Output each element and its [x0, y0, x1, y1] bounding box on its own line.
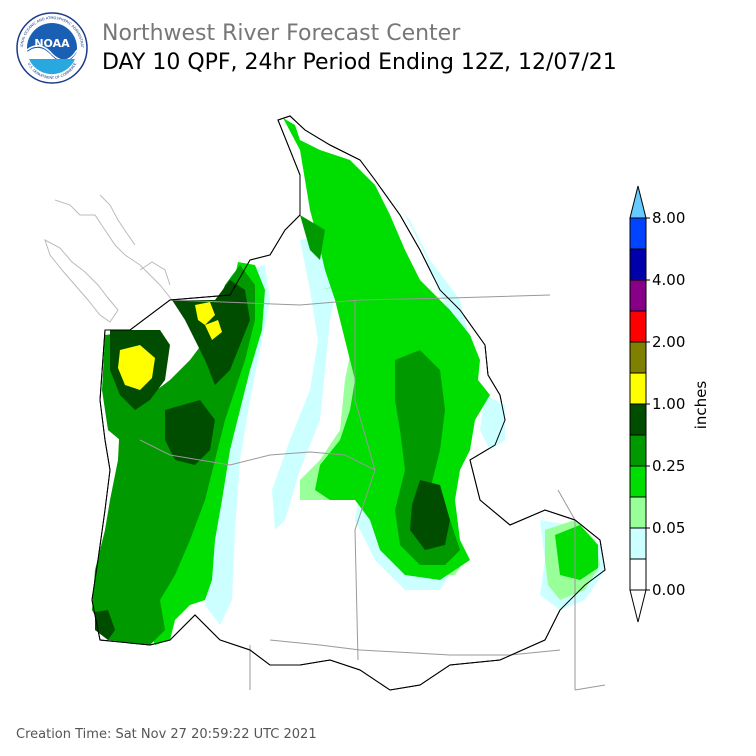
legend-swatch-0.50: [629, 434, 647, 467]
state-borders: [139, 294, 606, 691]
legend-swatch-2.00: [629, 341, 647, 374]
legend-swatch-6.00: [629, 248, 647, 281]
noaa-logo: NOAA NATIONAL OCEANIC AND ATMOSPHERIC AD…: [16, 12, 88, 84]
legend-swatch-0.05: [629, 527, 647, 560]
creation-time: Creation Time: Sat Nov 27 20:59:22 UTC 2…: [16, 727, 317, 742]
legend-swatch-1.50: [629, 372, 647, 405]
basin-outline: [91, 115, 606, 691]
legend-swatch-8.00: [629, 217, 647, 250]
legend-arrow-bottom: [629, 589, 647, 623]
legend-swatch-3.00: [629, 310, 647, 343]
legend-color-bar: [629, 185, 647, 623]
legend-arrow-top: [629, 185, 647, 219]
precip-legend: 8.00 4.00 2.00 1.00 0.25 0.05 0.00 inche…: [629, 185, 710, 623]
legend-tick-2.00: 2.00: [652, 333, 685, 351]
legend-unit-label: inches: [692, 381, 710, 430]
legend-tick-1.00: 1.00: [652, 395, 685, 413]
title-block: Northwest River Forecast Center DAY 10 Q…: [102, 20, 617, 78]
map-title: DAY 10 QPF, 24hr Period Ending 12Z, 12/0…: [102, 50, 617, 75]
precip-extreme: [118, 302, 222, 390]
legend-swatch-0.10: [629, 496, 647, 529]
legend-tick-8.00: 8.00: [652, 209, 685, 227]
canada-coastline: [44, 194, 173, 323]
legend-tick-0.25: 0.25: [652, 457, 685, 475]
org-name: Northwest River Forecast Center: [102, 21, 461, 46]
noaa-logo-text: NOAA: [34, 37, 70, 50]
legend-swatch-0.01: [629, 558, 647, 591]
legend-tick-0.00: 0.00: [652, 581, 685, 599]
legend-tick-4.00: 4.00: [652, 271, 685, 289]
legend-swatch-0.25: [629, 465, 647, 498]
legend-tick-0.05: 0.05: [652, 519, 685, 537]
legend-swatch-4.00: [629, 279, 647, 312]
legend-swatch-1.00: [629, 403, 647, 436]
